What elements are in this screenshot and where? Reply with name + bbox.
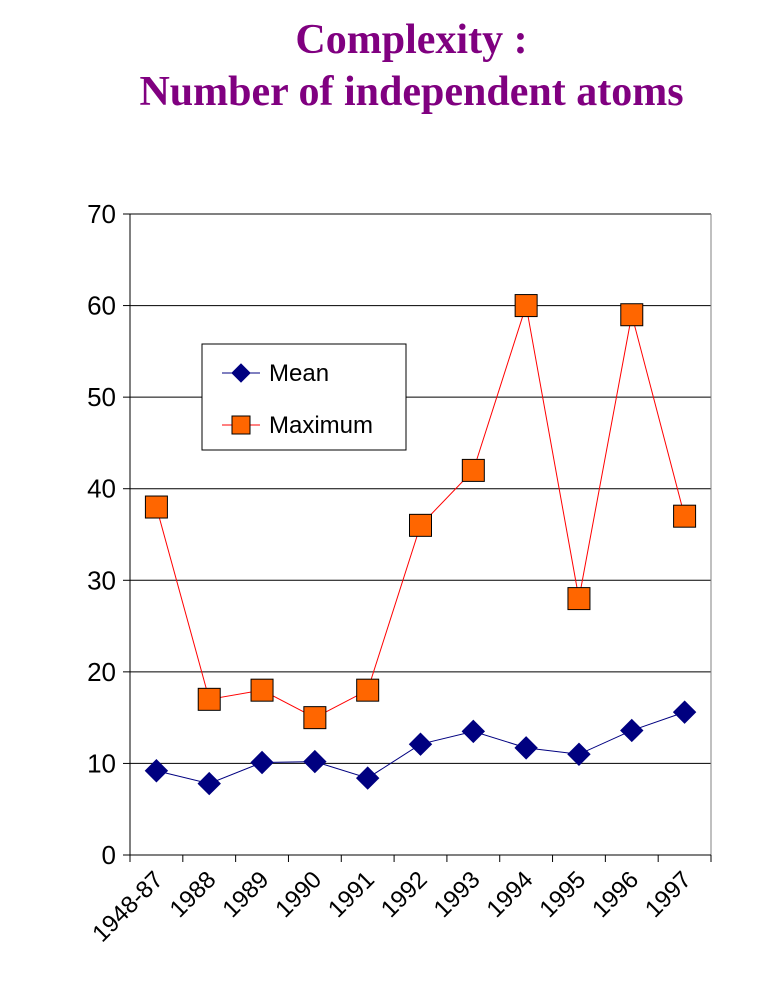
chart-title: Complexity : Number of independent atoms — [0, 14, 763, 118]
point-maximum-1995 — [567, 587, 591, 611]
point-mean-1994 — [514, 736, 538, 760]
point-mean-1996 — [620, 718, 644, 743]
series-group — [144, 294, 697, 796]
series-maximum — [144, 294, 697, 730]
y-tick-label-40: 40 — [87, 474, 116, 504]
point-maximum-1948-87 — [144, 495, 168, 519]
point-maximum-1994 — [514, 294, 538, 318]
chart-title-line1: Complexity : — [295, 17, 528, 63]
x-tick-label-1991: 1991 — [323, 866, 380, 923]
x-axis-ticks: 1948-87198819891990199119921993199419951… — [87, 855, 712, 948]
legend-label-maximum: Maximum — [269, 412, 373, 439]
point-mean-1992 — [408, 732, 433, 756]
point-mean-1993 — [461, 719, 486, 744]
point-maximum-1991 — [356, 678, 380, 702]
axes — [129, 214, 712, 856]
x-tick-label-1994: 1994 — [482, 866, 539, 923]
series-mean — [144, 700, 697, 796]
point-maximum-1990 — [303, 706, 327, 730]
point-maximum-1996 — [620, 303, 644, 327]
point-maximum-1988 — [197, 687, 221, 711]
chart-title-line2: Number of independent atoms — [139, 69, 684, 115]
x-tick-label-1992: 1992 — [376, 866, 433, 923]
x-tick-label-1988: 1988 — [165, 866, 222, 923]
point-maximum-1989 — [250, 678, 274, 702]
x-tick-label-1990: 1990 — [270, 866, 327, 923]
legend: Mean Maximum — [201, 343, 407, 451]
y-tick-label-10: 10 — [87, 748, 116, 778]
legend-item-maximum: Maximum — [222, 412, 373, 439]
legend-marker-mean — [231, 363, 251, 383]
point-mean-1997 — [672, 700, 697, 724]
y-tick-label-0: 0 — [102, 840, 116, 870]
x-tick-label-1993: 1993 — [429, 866, 486, 923]
y-tick-label-30: 30 — [87, 565, 116, 595]
legend-marker-maximum — [231, 415, 251, 435]
point-mean-1948-87 — [144, 759, 169, 783]
point-mean-1995 — [567, 742, 591, 766]
y-tick-label-50: 50 — [87, 382, 116, 412]
x-tick-label-1996: 1996 — [587, 866, 644, 923]
point-maximum-1997 — [673, 504, 697, 528]
point-mean-1991 — [355, 766, 380, 790]
point-maximum-1993 — [461, 458, 485, 482]
y-tick-label-20: 20 — [87, 657, 116, 687]
point-mean-1990 — [303, 749, 327, 774]
legend-item-mean: Mean — [222, 360, 329, 387]
y-tick-label-60: 60 — [87, 291, 116, 321]
x-tick-label-1997: 1997 — [640, 866, 697, 923]
point-mean-1988 — [197, 771, 221, 796]
x-tick-label-1995: 1995 — [534, 866, 591, 923]
gridlines — [130, 213, 711, 764]
y-tick-label-70: 70 — [87, 199, 116, 229]
y-axis-ticks: 0 10 20 30 40 50 60 70 — [87, 199, 130, 870]
x-tick-label-1948-87: 1948-87 — [87, 866, 168, 947]
point-maximum-1992 — [409, 513, 432, 537]
legend-label-mean: Mean — [269, 360, 329, 387]
point-mean-1989 — [250, 750, 274, 775]
x-tick-label-1989: 1989 — [217, 866, 274, 923]
